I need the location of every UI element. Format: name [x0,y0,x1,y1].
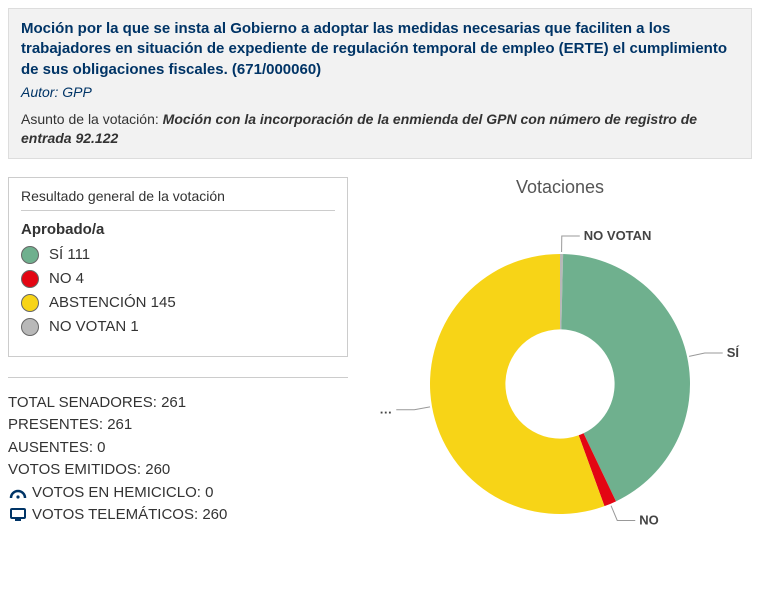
legend-swatch [21,318,39,336]
stat-telematic: VOTOS TELEMÁTICOS: 260 [32,504,227,527]
hemicycle-icon [8,486,28,500]
left-column: Resultado general de la votación Aprobad… [8,177,348,564]
stats-plain: TOTAL SENADORES: 261PRESENTES: 261AUSENT… [8,392,348,482]
approved-label: Aprobado/a [21,221,335,238]
legend-swatch [21,294,39,312]
stat-row: VOTOS EMITIDOS: 260 [8,459,348,482]
leader-line [689,353,723,356]
legend-label: SÍ 111 [49,246,90,263]
legend-row: NO 4 [21,270,335,288]
main-layout: Resultado general de la votación Aprobad… [8,177,752,564]
stat-row: PRESENTES: 261 [8,414,348,437]
legend-row: ABSTENCIÓN 145 [21,294,335,312]
leader-line [396,406,430,409]
legend: SÍ 111 NO 4 ABSTENCIÓN 145 NO VOTAN 1 [21,246,335,336]
vote-subject: Asunto de la votación: Moción con la inc… [21,110,739,148]
legend-row: NO VOTAN 1 [21,318,335,336]
legend-label: NO 4 [49,270,84,287]
right-column: Votaciones NO VOTAN SÍ NO A… [368,177,752,564]
stat-telematic-row: VOTOS TELEMÁTICOS: 260 [8,504,348,527]
stats-box: TOTAL SENADORES: 261PRESENTES: 261AUSENT… [8,377,348,527]
subject-prefix: Asunto de la votación: [21,111,163,127]
chart-title: Votaciones [368,177,752,198]
slice-label-abst: A… [380,401,392,416]
motion-title: Moción por la que se insta al Gobierno a… [21,19,739,80]
author-prefix: Autor: [21,84,62,100]
author-name: GPP [62,84,92,100]
stat-hemicycle: VOTOS EN HEMICICLO: 0 [32,482,213,505]
legend-swatch [21,270,39,288]
legend-swatch [21,246,39,264]
legend-row: SÍ 111 [21,246,335,264]
donut-chart: NO VOTAN SÍ NO A… [380,204,740,564]
result-box: Resultado general de la votación Aprobad… [8,177,348,357]
motion-author: Autor: GPP [21,84,739,100]
slice-label-si: SÍ [727,345,740,360]
slice-label-novotan: NO VOTAN [584,228,652,243]
monitor-icon [8,508,28,522]
leader-line [562,236,580,252]
stat-row: TOTAL SENADORES: 261 [8,392,348,415]
leader-line [611,505,635,520]
legend-label: ABSTENCIÓN 145 [49,294,176,311]
stat-hemicycle-row: VOTOS EN HEMICICLO: 0 [8,482,348,505]
slice-label-no: NO [639,512,659,527]
result-box-title: Resultado general de la votación [21,188,335,211]
stat-row: AUSENTES: 0 [8,437,348,460]
legend-label: NO VOTAN 1 [49,318,139,335]
motion-header-box: Moción por la que se insta al Gobierno a… [8,8,752,159]
